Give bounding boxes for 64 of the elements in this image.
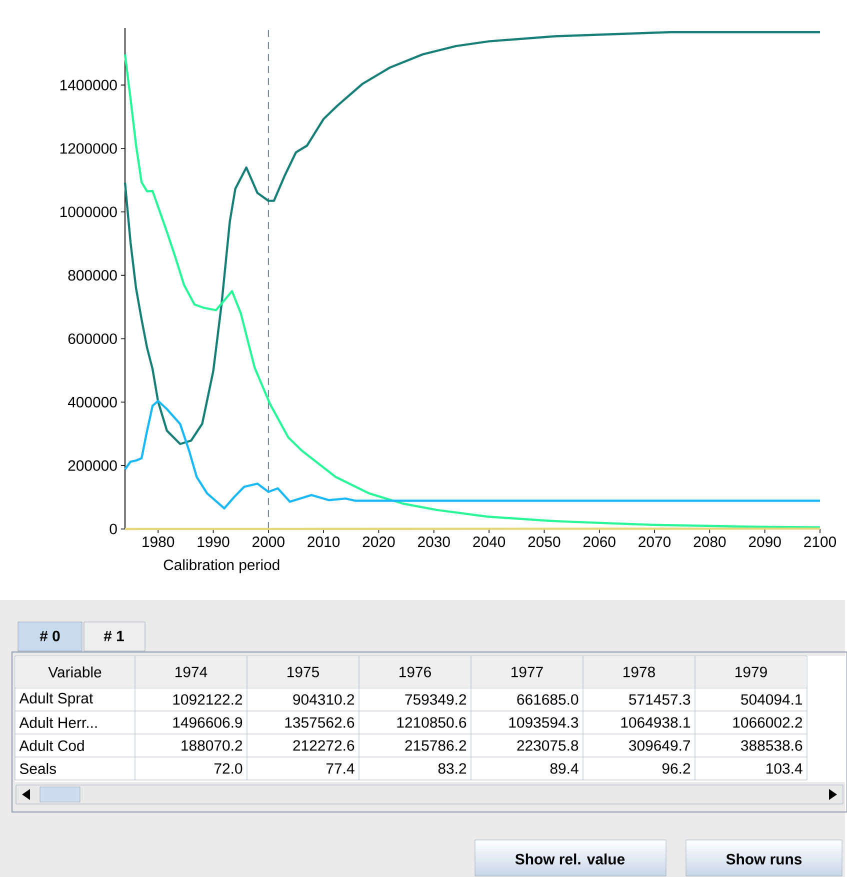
x-tick-label: 2070 [638, 536, 670, 548]
text: 504094.1 [740, 694, 802, 705]
line-series [124, 31, 821, 446]
text: 89.4 [550, 763, 578, 774]
text: Show rel. value [515, 854, 624, 864]
y-tick-label: 0 [110, 524, 117, 534]
y-tick-label: 800000 [68, 270, 117, 281]
text: 1093594.3 [509, 717, 578, 728]
x-tick-label: 1980 [142, 536, 174, 548]
text: 215786.2 [404, 740, 466, 751]
text: 904310.2 [292, 694, 354, 705]
x-tick-label: 2090 [748, 536, 781, 548]
x-tick-label: 2060 [583, 536, 616, 548]
x-tick-label: 2040 [472, 536, 505, 548]
text: 1066002.2 [733, 717, 802, 728]
text: Show runs [726, 854, 802, 864]
y-tick-label: 1000000 [60, 206, 117, 218]
x-tick-label: 2000 [252, 536, 284, 548]
x-tick-label: 2100 [804, 536, 836, 548]
text: 212272.6 [292, 740, 354, 751]
text: 223075.8 [516, 740, 578, 751]
text: 309649.7 [628, 740, 690, 751]
text: 1979 [735, 666, 767, 678]
x-tick-label: 2020 [362, 536, 395, 548]
text: Adult Cod [18, 740, 84, 751]
y-tick-label: 1200000 [60, 143, 117, 154]
text: 759349.2 [405, 694, 466, 705]
text: 103.4 [766, 763, 802, 774]
text: Adult Herr... [18, 717, 96, 728]
x-tick-label: 1990 [198, 536, 230, 548]
x-tick-label: 2080 [694, 536, 726, 548]
line-series [124, 53, 821, 529]
y-tick-label: 200000 [68, 460, 117, 471]
text: 1977 [511, 666, 543, 678]
text: 1496606.9 [173, 717, 242, 728]
text: 83.2 [438, 763, 466, 774]
text: 1064938.1 [621, 717, 690, 728]
text: 661685.0 [517, 694, 578, 705]
text: # 1 [104, 630, 124, 642]
x-tick-label: 2030 [418, 536, 450, 548]
text: 1975 [287, 666, 319, 678]
x-tick-label: 2050 [528, 536, 560, 548]
text: 1974 [175, 666, 207, 678]
text: 1210850.6 [397, 717, 466, 728]
y-tick-label: 1400000 [60, 80, 117, 90]
text: 571457.3 [628, 694, 690, 705]
text: 96.2 [662, 763, 690, 774]
y-tick-label: 600000 [68, 333, 117, 344]
ref-line-label: Calibration period [164, 559, 279, 574]
text: 1976 [399, 666, 431, 678]
text: # 0 [40, 630, 60, 642]
text: 1092122.2 [173, 694, 242, 705]
text: 1357562.6 [285, 717, 354, 728]
text: 77.4 [326, 763, 354, 774]
text: 1978 [623, 666, 655, 678]
y-tick-label: 400000 [68, 396, 117, 408]
line-series [124, 400, 821, 510]
text: Adult Sprat [18, 692, 93, 706]
text: Variable [48, 666, 101, 678]
text: 188070.2 [181, 740, 242, 751]
text: 388538.6 [740, 740, 802, 751]
text: Seals [20, 763, 56, 774]
x-tick-label: 2010 [307, 536, 340, 548]
text: 72.0 [214, 763, 242, 774]
